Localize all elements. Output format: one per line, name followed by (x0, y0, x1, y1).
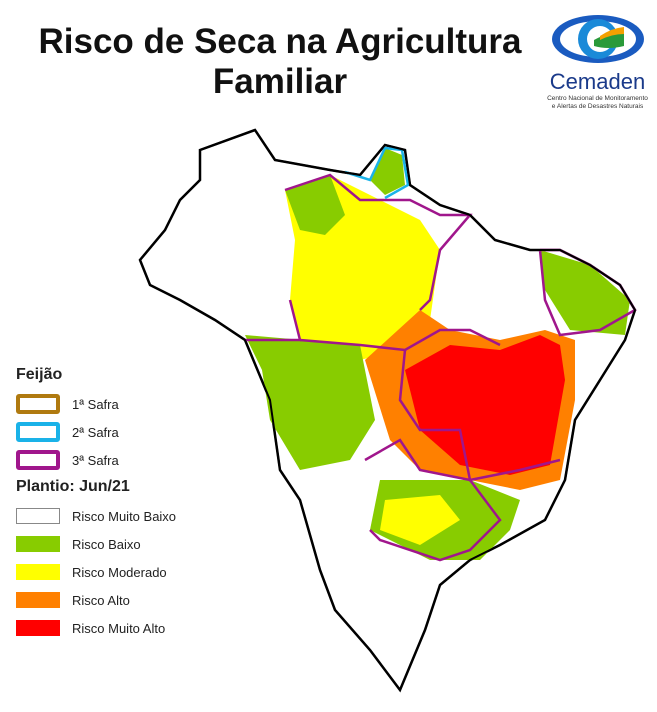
legend-swatch (16, 450, 60, 470)
title-line-1: Risco de Seca na Agricultura (38, 22, 522, 61)
logo-subtitle-1: Centro Nacional de Monitoramento (547, 95, 648, 102)
legend-item-risk: Risco Baixo (16, 530, 176, 558)
region-risco-muito-alto (405, 335, 565, 475)
legend-label: Risco Muito Baixo (72, 508, 177, 524)
logo-subtitle-2: e Alertas de Desastres Naturais (551, 103, 644, 110)
legend-item-safra: 3ª Safra (16, 446, 176, 474)
legend-label: 1ª Safra (72, 396, 119, 412)
legend-swatch (16, 592, 60, 608)
legend-swatch (16, 536, 60, 552)
legend-item-risk: Risco Muito Baixo (16, 502, 176, 530)
legend-label: 2ª Safra (72, 424, 119, 440)
legend-label: Risco Baixo (72, 536, 141, 552)
region-risco-moderado-south (380, 495, 460, 545)
region-risco-baixo-north (285, 175, 345, 235)
legend-item-safra: 2ª Safra (16, 418, 176, 446)
region-risco-baixo-northeast (540, 250, 630, 335)
legend-swatch (16, 422, 60, 442)
eye-logo-icon (551, 15, 644, 63)
legend-crop-title: Feijão (16, 366, 63, 383)
legend-item-risk: Risco Muito Alto (16, 614, 176, 642)
legend-item-risk: Risco Moderado (16, 558, 176, 586)
title-line-2: Familiar (212, 62, 348, 101)
brazil-outline-stroke (138, 128, 637, 692)
legend-swatch (16, 564, 60, 580)
legend-planting-title: Plantio: Jun/21 (16, 478, 130, 495)
legend-item-safra: 1ª Safra (16, 390, 176, 418)
region-risco-baixo-west (245, 335, 375, 470)
region-risco-baixo-amapa (370, 148, 405, 195)
safra-2-border (344, 146, 410, 200)
legend-swatch (16, 620, 60, 636)
legend: Feijão 1ª Safra 2ª Safra 3ª Safra Plantio:… (16, 366, 176, 642)
legend-label: Risco Moderado (72, 564, 167, 580)
legend-label: Risco Muito Alto (72, 620, 166, 636)
logo-name: Cemaden (549, 69, 646, 94)
legend-label: 3ª Safra (72, 452, 119, 468)
safra-3-borders (245, 173, 637, 562)
legend-label: Risco Alto (72, 592, 130, 608)
legend-swatch (16, 508, 60, 524)
legend-swatch (16, 394, 60, 414)
cemaden-logo: Cemaden Centro Nacional de Monitoramento… (540, 10, 655, 111)
legend-item-risk: Risco Alto (16, 586, 176, 614)
